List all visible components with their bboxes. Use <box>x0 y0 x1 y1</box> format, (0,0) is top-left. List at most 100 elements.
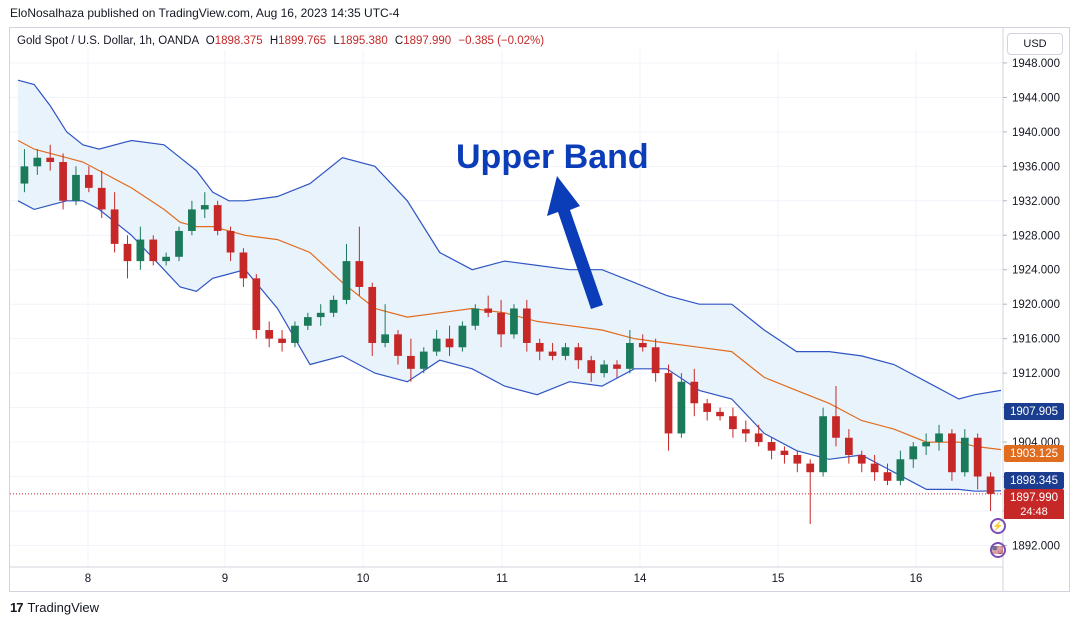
price-tick-label: 1920.000 <box>1012 299 1060 311</box>
candle-body <box>754 433 763 443</box>
candle-down <box>149 235 158 266</box>
candle-body <box>638 342 647 348</box>
candle-up <box>72 166 80 206</box>
time-tick-label: 15 <box>772 573 785 585</box>
candle-body <box>394 334 402 356</box>
bollinger-upper-line <box>17 79 1002 400</box>
candle-down <box>394 330 402 365</box>
candle-down <box>857 450 866 473</box>
candle-body <box>883 472 892 481</box>
candle-down <box>664 364 673 451</box>
candle-down <box>535 338 544 361</box>
candle-down <box>97 170 106 219</box>
candle-body <box>793 454 802 464</box>
candle-up <box>819 407 827 477</box>
candle-up <box>419 347 428 374</box>
candle-down <box>973 433 982 490</box>
candle-down <box>213 200 222 236</box>
price-tick-label: 1912.000 <box>1012 368 1060 380</box>
candle-body <box>136 239 145 262</box>
candle-down <box>407 338 415 382</box>
candle-up <box>561 342 570 361</box>
bollinger-basis-line <box>17 139 1002 451</box>
price-tick-label: 1940.000 <box>1012 127 1060 139</box>
candle-body <box>548 351 557 356</box>
candle-body <box>690 381 699 404</box>
price-tick-label: 1948.000 <box>1012 58 1060 70</box>
candle-body <box>239 252 248 279</box>
price-tick-label: 1932.000 <box>1012 196 1060 208</box>
candle-down <box>703 398 712 421</box>
candle-body <box>20 166 29 184</box>
candle-body <box>407 355 415 369</box>
candle-up <box>329 295 338 318</box>
candle-down <box>832 386 840 447</box>
bollinger-fill <box>18 80 1001 492</box>
candle-up <box>432 330 441 356</box>
candle-up <box>188 200 196 236</box>
open-label: O <box>205 35 215 47</box>
candle-body <box>716 411 724 417</box>
candle-body <box>471 308 480 326</box>
candle-body <box>445 338 454 348</box>
candle-down <box>278 330 286 352</box>
candle-up <box>200 192 209 219</box>
candle-down <box>948 429 956 481</box>
price-tick-label: 1944.000 <box>1012 92 1060 104</box>
candle-body <box>291 325 299 343</box>
time-tick-label: 8 <box>85 573 91 585</box>
candle-body <box>97 187 106 210</box>
candle-body <box>960 437 969 473</box>
time-tick-label: 14 <box>634 573 647 585</box>
candle-body <box>729 416 737 430</box>
bollinger-lower-line <box>17 200 1002 492</box>
footer-brand: 17 TradingView <box>10 600 99 615</box>
high-value: 1899.765 <box>278 35 327 47</box>
low-label: L <box>333 35 340 47</box>
candle-down <box>59 153 67 210</box>
candle-down <box>548 342 557 361</box>
candle-down <box>883 463 892 486</box>
candle-body <box>265 330 274 339</box>
candle-down <box>741 420 750 443</box>
candle-body <box>780 450 789 455</box>
candle-body <box>600 364 608 374</box>
candle-down <box>638 334 647 352</box>
lightning-icon[interactable]: ⚡ <box>990 518 1006 534</box>
candle-body <box>278 338 286 343</box>
candle-up <box>896 450 905 486</box>
candle-body <box>484 308 493 313</box>
symbol-header: Gold Spot / U.S. Dollar, 1h, OANDA O1898… <box>17 35 544 47</box>
candle-body <box>355 261 364 287</box>
candle-up <box>909 442 918 468</box>
symbol-title: Gold Spot / U.S. Dollar, 1h, OANDA <box>17 35 199 47</box>
candle-body <box>59 162 67 201</box>
candle-body <box>522 308 531 343</box>
candle-body <box>844 437 853 455</box>
candle-body <box>806 463 815 473</box>
candle-up <box>342 243 351 305</box>
candle-down <box>110 192 119 253</box>
candle-down <box>484 295 493 318</box>
footer-brand-name: TradingView <box>27 600 100 615</box>
candle-body <box>973 437 982 477</box>
candle-down <box>690 368 699 417</box>
candle-body <box>857 454 866 464</box>
candle-body <box>986 476 995 494</box>
annotation-upper-band: Upper Band <box>456 138 649 176</box>
time-tick-label: 9 <box>222 573 228 585</box>
candle-body <box>832 416 840 438</box>
candle-body <box>535 342 544 352</box>
candle-body <box>110 209 119 244</box>
candle-body <box>651 347 660 374</box>
candle-body <box>677 381 686 434</box>
time-axis[interactable]: 8 9 10 11 14 15 16 <box>10 566 1003 585</box>
flag-icon[interactable]: 🇺🇸 <box>990 542 1006 558</box>
candle-body <box>252 278 261 331</box>
currency-button[interactable]: USD <box>1007 33 1063 55</box>
candle-body <box>574 347 583 361</box>
candle-body <box>72 174 80 201</box>
price-tag-basis: 1903.125 <box>1004 445 1064 462</box>
candle-body <box>175 230 183 257</box>
